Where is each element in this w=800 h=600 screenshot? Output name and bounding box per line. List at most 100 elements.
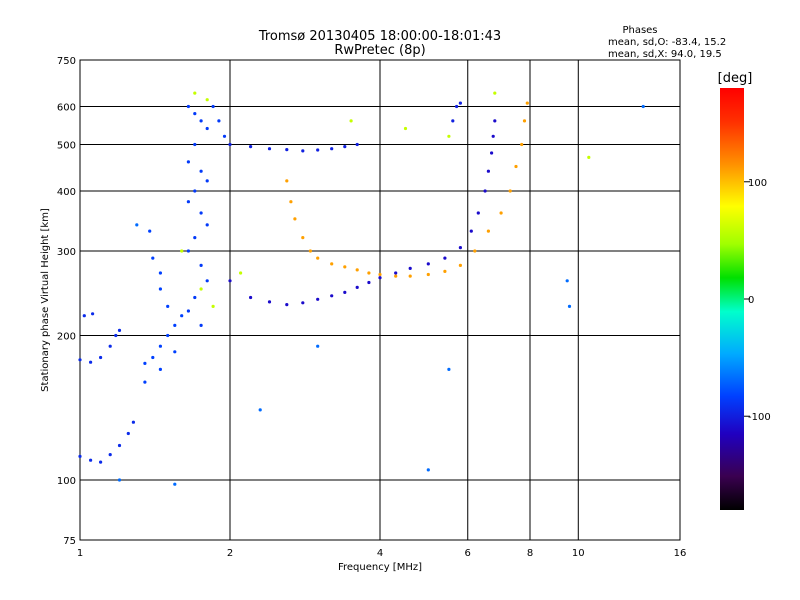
data-points (78, 91, 645, 486)
data-point (285, 179, 289, 183)
data-point (199, 323, 203, 327)
data-point (491, 134, 495, 138)
data-point (316, 344, 320, 348)
data-point (193, 295, 197, 300)
phases-heading: Phases (622, 25, 657, 36)
data-point (641, 104, 645, 109)
colorbar-label: [deg] (718, 71, 753, 86)
x-tick-label: 8 (527, 548, 533, 559)
data-point (522, 119, 527, 123)
data-point (117, 478, 122, 482)
phases-x-stats: mean, sd,X: 94.0, 19.5 (608, 49, 722, 60)
data-point (131, 420, 135, 424)
data-point (166, 333, 170, 338)
data-point (78, 358, 82, 362)
data-point (469, 229, 473, 233)
data-point (349, 119, 353, 123)
data-point (99, 460, 103, 464)
data-point (473, 249, 477, 253)
data-point (158, 271, 162, 275)
data-point (458, 101, 462, 105)
data-point (173, 482, 177, 486)
data-point (301, 149, 305, 153)
data-point (193, 236, 197, 240)
data-point (455, 104, 459, 109)
data-point (301, 301, 305, 305)
data-point (199, 263, 203, 267)
data-point (508, 189, 512, 193)
data-point (78, 454, 82, 458)
data-point (285, 148, 289, 152)
data-point (205, 98, 209, 102)
data-point (135, 223, 139, 227)
data-point (355, 285, 359, 289)
data-point (205, 126, 209, 131)
data-point (486, 229, 490, 233)
data-point (91, 312, 95, 316)
data-point (499, 211, 503, 215)
data-point (258, 408, 262, 412)
x-tick-label: 1 (77, 548, 83, 559)
data-point (476, 211, 480, 215)
data-point (199, 211, 203, 215)
x-tick-label: 6 (465, 548, 471, 559)
data-point (301, 236, 305, 240)
data-point (493, 91, 497, 95)
grid-lines (80, 60, 680, 540)
data-point (458, 263, 462, 267)
data-point (486, 169, 490, 173)
data-point (166, 304, 170, 308)
data-point (211, 104, 215, 109)
y-tick-label: 75 (63, 536, 76, 547)
data-point (394, 274, 398, 278)
data-point (378, 272, 382, 277)
data-point (514, 164, 518, 169)
data-point (239, 271, 243, 275)
x-axis-ticks: 1 2 4 6 8 10 16 (77, 548, 687, 559)
data-point (367, 280, 371, 285)
y-tick-label: 500 (57, 141, 76, 152)
data-point (308, 249, 312, 253)
data-point (158, 344, 162, 348)
data-point (483, 189, 487, 193)
data-point (89, 458, 93, 462)
data-point (447, 367, 451, 371)
data-point (458, 246, 462, 250)
data-point (117, 328, 122, 332)
data-point (126, 431, 130, 436)
colorbar (720, 88, 744, 510)
data-point (186, 200, 190, 204)
data-point (285, 303, 289, 307)
y-tick-label: 400 (57, 187, 76, 198)
chart-subtitle: RwPretec (8p) (334, 43, 425, 58)
data-point (289, 200, 293, 204)
data-point (293, 217, 297, 221)
data-point (158, 287, 162, 291)
data-point (199, 169, 203, 173)
y-axis-label: Stationary phase Virtual Height [km] (40, 208, 51, 392)
data-point (89, 360, 93, 364)
data-point (316, 256, 320, 260)
data-point (186, 249, 190, 253)
colorbar-tick-label: -100 (748, 412, 771, 423)
data-point (228, 279, 232, 283)
data-point (186, 104, 190, 109)
x-tick-label: 10 (572, 548, 585, 559)
data-point (426, 262, 430, 266)
data-point (108, 453, 112, 457)
data-point (443, 269, 447, 273)
data-point (249, 295, 253, 300)
data-point (567, 304, 572, 308)
y-tick-label: 750 (57, 56, 76, 67)
data-point (587, 155, 591, 159)
data-point (117, 443, 122, 448)
data-point (151, 256, 155, 260)
data-point (408, 266, 412, 270)
x-tick-label: 4 (377, 548, 383, 559)
y-tick-label: 600 (57, 103, 76, 114)
data-point (114, 333, 118, 338)
data-point (367, 271, 371, 275)
data-point (330, 262, 334, 266)
x-tick-label: 2 (227, 548, 233, 559)
